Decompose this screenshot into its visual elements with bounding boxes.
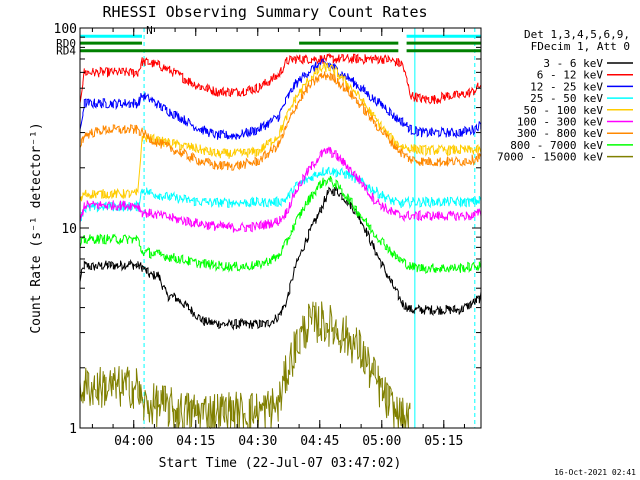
legend-header: Det 1,3,4,5,6,9, [524,28,630,41]
series-line [79,58,482,140]
series-300-800-kev [79,71,482,171]
series-7000-15000-kev [79,301,411,430]
legend-label: 50 - 100 keV [524,104,604,117]
legend-label: 100 - 300 keV [517,116,603,129]
series-6-12-kev [79,52,482,105]
series-line [79,186,482,331]
state-bar: RD4 [56,45,481,58]
legend-header: FDecim 1, Att 0 [531,40,630,53]
legend-label: 300 - 800 keV [517,127,603,140]
x-tick-label: 05:00 [362,434,401,449]
x-tick-label: 04:15 [176,434,215,449]
state-bar: RD0 [56,37,481,50]
state-bar-label: RD4 [56,45,76,58]
legend-label: 12 - 25 keV [530,80,603,93]
y-tick-label: 100 [54,22,77,37]
series-800-7000-kev [79,175,482,274]
x-tick-label: 05:15 [424,434,463,449]
series-line [79,301,411,430]
x-tick-label: 04:30 [238,434,277,449]
state-bar-label: RD0 [56,37,76,50]
x-axis-label: Start Time (22-Jul-07 03:47:02) [159,456,402,471]
legend: Det 1,3,4,5,6,9,FDecim 1, Att 0 3 - 6 keV… [497,28,633,164]
series-25-50-kev [79,166,482,223]
series-line [79,146,482,233]
y-tick-label: 10 [61,222,77,237]
timestamp: 16-Oct-2021 02:41 [554,468,636,477]
series-100-300-kev [79,146,482,233]
series-line [79,166,482,223]
x-tick-label: 04:45 [300,434,339,449]
y-tick-label: 1 [69,422,77,437]
series-line [79,52,482,105]
chart-title: RHESSI Observing Summary Count Rates [102,3,427,21]
series-line [79,71,482,171]
x-tick-label: 04:00 [114,434,153,449]
y-axis-label: Count Rate (s⁻¹ detector⁻¹) [29,122,44,333]
legend-label: 25 - 50 keV [530,92,603,105]
legend-label: 7000 - 15000 keV [497,151,603,164]
series-12-25-kev [79,58,482,140]
legend-label: 3 - 6 keV [543,57,603,70]
attenuator-label: N [146,24,153,37]
series-line [79,175,482,274]
legend-label: 6 - 12 keV [537,69,604,82]
legend-label: 800 - 7000 keV [510,139,603,152]
series-3-6-kev [79,186,482,331]
